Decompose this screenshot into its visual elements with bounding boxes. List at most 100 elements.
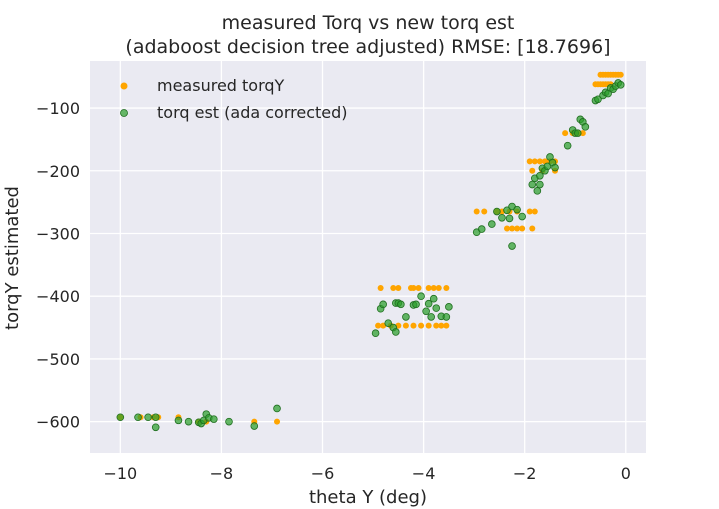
measured-point [418, 322, 425, 329]
measured-point [443, 322, 450, 329]
measured-point [435, 285, 442, 292]
measured-point [481, 208, 488, 215]
measured-point [526, 158, 533, 165]
measured-point [509, 225, 516, 232]
measured-point [519, 225, 526, 232]
estimate-point [573, 129, 582, 137]
estimate-point [397, 300, 405, 309]
estimate-point [174, 416, 183, 425]
measured-point [395, 285, 402, 292]
measured-point [415, 285, 422, 292]
measured-point [433, 322, 440, 329]
estimate-point [427, 313, 435, 321]
measured-point [443, 285, 450, 292]
data-points [116, 71, 625, 432]
estimate-point [417, 292, 425, 301]
measured-point [531, 208, 538, 215]
y-tick-label: −300 [36, 224, 80, 243]
estimate-point [225, 417, 233, 426]
measured-point [536, 158, 543, 165]
legend-label-measured: measured torqY [157, 76, 285, 95]
y-tick-label: −100 [36, 99, 80, 118]
measured-point [402, 322, 409, 329]
measured-point [375, 322, 382, 329]
legend-marker-ada [120, 109, 128, 117]
estimate-point [379, 300, 387, 309]
estimate-point [116, 413, 125, 422]
y-axis-label: torqY estimated [2, 186, 23, 330]
estimate-point [384, 319, 393, 327]
grid [90, 61, 646, 453]
series-ada-corrected [116, 79, 625, 432]
estimate-point [551, 163, 559, 172]
measured-point [377, 285, 384, 292]
legend: measured torqY torq est (ada corrected) [120, 76, 348, 122]
legend-marker-measured [120, 82, 128, 90]
chart-title-line2: (adaboost decision tree adjusted) RMSE: … [125, 36, 610, 58]
estimate-point [371, 329, 380, 338]
chart-title-line1: measured Torq vs new torq est [222, 12, 515, 34]
estimate-point [508, 242, 516, 250]
measured-point [425, 322, 432, 329]
measured-point [531, 158, 538, 165]
estimate-point [432, 304, 441, 312]
measured-point [425, 285, 432, 292]
measured-point [410, 285, 417, 292]
estimate-point [210, 415, 218, 423]
estimate-point [134, 413, 142, 422]
measured-point [562, 130, 569, 137]
estimate-point [424, 299, 433, 308]
estimate-point [391, 328, 400, 336]
measured-point [390, 285, 397, 292]
measured-point [617, 71, 624, 78]
estimate-point [402, 313, 410, 321]
estimate-point [581, 123, 590, 131]
measured-point [504, 225, 510, 232]
x-tick-label: −8 [210, 464, 234, 483]
y-tick-labels: −600 −500 −400 −300 −200 −100 [36, 99, 80, 432]
estimate-point [273, 404, 281, 413]
measured-point [473, 208, 480, 215]
estimate-point [536, 180, 544, 189]
estimate-point [422, 307, 430, 316]
measured-point [274, 418, 281, 425]
estimate-point [518, 212, 526, 221]
estimate-point [442, 313, 451, 321]
estimate-point [503, 206, 511, 215]
estimate-point [563, 141, 572, 150]
estimate-point [445, 303, 453, 311]
y-tick-label: −500 [36, 350, 80, 369]
estimate-point [493, 207, 501, 216]
legend-label-ada: torq est (ada corrected) [157, 103, 348, 122]
measured-point [410, 322, 417, 329]
measured-point [529, 167, 536, 174]
measured-point [430, 285, 437, 292]
y-tick-label: −600 [36, 413, 80, 432]
estimate-point [477, 225, 486, 233]
estimate-point [151, 413, 160, 422]
x-tick-labels: −10 −8 −6 −4 −2 0 [103, 464, 630, 483]
measured-point [579, 130, 586, 137]
measured-point [529, 225, 536, 232]
measured-point [526, 208, 533, 215]
estimate-point [144, 413, 152, 422]
estimate-point [616, 81, 625, 89]
measured-point [514, 225, 521, 232]
x-tick-label: −6 [311, 464, 335, 483]
estimate-point [594, 95, 602, 104]
estimate-point [528, 180, 537, 189]
estimate-point [184, 417, 193, 426]
estimate-point [543, 162, 552, 171]
y-tick-label: −400 [36, 287, 80, 306]
estimate-point [505, 214, 514, 223]
estimate-point [412, 300, 420, 309]
estimate-point [533, 187, 542, 195]
measured-point [438, 322, 445, 329]
estimate-point [151, 423, 160, 432]
x-tick-label: −2 [513, 464, 537, 483]
plot-area [90, 61, 646, 453]
estimate-point [498, 214, 506, 222]
y-tick-label: −200 [36, 162, 80, 181]
estimate-point [488, 220, 496, 228]
x-tick-label: −10 [103, 464, 137, 483]
